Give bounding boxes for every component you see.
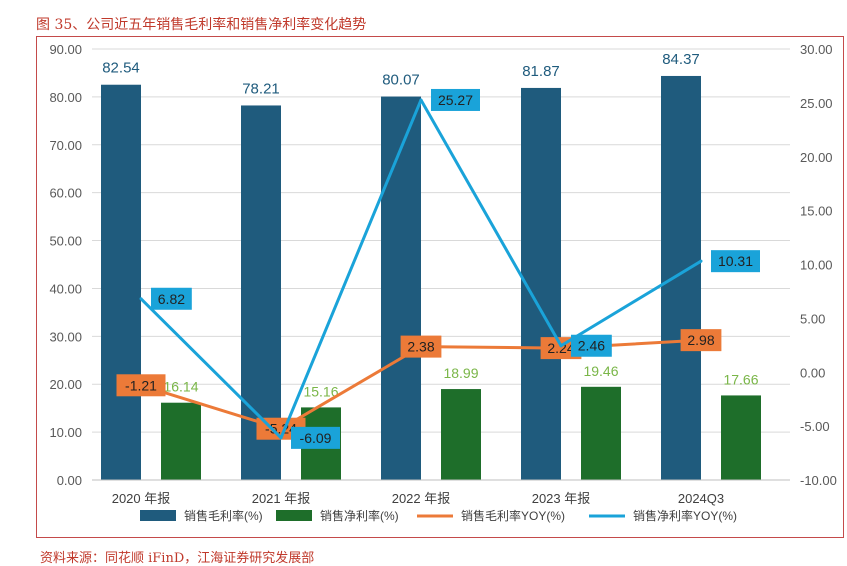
label-text: 6.82: [158, 291, 185, 307]
bar-series: 82.54 16.14 78.21 15.16 80.07 18.99 81.87 19.46…: [101, 51, 761, 481]
right-tick-label: 30.00: [800, 42, 833, 57]
gross-margin-bar-label: 82.54: [102, 60, 140, 77]
right-tick-label: -5.00: [800, 419, 830, 434]
net-margin-yoy-label: 6.82: [151, 287, 192, 310]
legend-item: 销售净利率(%): [276, 508, 399, 523]
label-text: 2.38: [407, 339, 434, 355]
label-box: [711, 250, 760, 273]
legend: 销售毛利率(%) 销售净利率(%) 销售毛利率YOY(%) 销售净利率YOY(%): [140, 508, 737, 523]
left-tick-label: 40.00: [49, 281, 82, 296]
label-text: -1.21: [125, 377, 157, 393]
left-tick-label: 60.00: [49, 186, 82, 201]
net-margin-bar-label: 19.46: [583, 363, 618, 379]
net-margin-yoy-label: 25.27: [431, 88, 480, 111]
chart-title: 图 35、公司近五年销售毛利率和销售净利率变化趋势: [36, 17, 367, 33]
gross-margin-bar: [661, 75, 701, 481]
legend-label: 销售净利率(%): [320, 508, 399, 523]
left-tick-label: 70.00: [49, 138, 82, 153]
net-margin-yoy-label: 2.46: [571, 334, 612, 357]
x-axis: 2020 年报 2021 年报 2022 年报 2023 年报 2024Q3: [92, 479, 790, 506]
legend-label: 销售净利率YOY(%): [633, 508, 737, 523]
left-tick-label: 50.00: [49, 234, 82, 249]
x-tick-label: 2022 年报: [392, 491, 451, 506]
net-margin-bar: [581, 386, 621, 480]
legend-label: 销售毛利率YOY(%): [461, 508, 565, 523]
gross-margin-yoy-label: 2.38: [400, 335, 442, 358]
net-margin-bar-label: 16.14: [163, 379, 198, 395]
label-text: 2.98: [687, 332, 714, 348]
gross-margin-bar-label: 80.07: [382, 72, 420, 89]
gross-margin-bar: [101, 84, 141, 481]
legend-item: 销售毛利率(%): [140, 508, 263, 523]
line-series: -1.21 -5.24 2.38 2.24 2.98 6.82 -6.09 25.27 2.46…: [116, 88, 760, 449]
x-tick-label: 2020 年报: [112, 491, 171, 506]
gross-margin-bar: [521, 87, 561, 481]
label-box: [116, 374, 166, 397]
left-tick-label: 30.00: [49, 329, 82, 344]
net-margin-yoy-point: [139, 297, 143, 301]
net-margin-bar: [161, 402, 201, 480]
right-tick-label: 25.00: [800, 96, 833, 111]
right-tick-label: 10.00: [800, 258, 833, 273]
label-text: 10.31: [718, 253, 753, 269]
net-margin-bar: [441, 389, 481, 480]
x-tick-label: 2021 年报: [252, 491, 311, 506]
left-axis: 0.00 10.00 20.00 30.00 40.00 50.00 60.00 70.00 8…: [49, 42, 82, 488]
net-margin-yoy-point: [419, 98, 423, 102]
right-tick-label: 15.00: [800, 204, 833, 219]
gross-margin-yoy-label: 2.98: [680, 329, 722, 352]
left-tick-label: 90.00: [49, 42, 82, 57]
left-tick-label: 10.00: [49, 425, 82, 440]
legend-label: 销售毛利率(%): [184, 508, 263, 523]
net-margin-yoy-label: 10.31: [711, 250, 760, 273]
gross-margin-bar-label: 78.21: [242, 80, 280, 97]
label-box: [151, 287, 192, 310]
label-text: 2.46: [578, 338, 605, 354]
legend-swatch: [276, 510, 312, 521]
gross-margin-bar: [381, 96, 421, 481]
label-box: [400, 335, 442, 358]
right-tick-label: -10.00: [800, 473, 837, 488]
label-text: 2.24: [547, 340, 574, 356]
net-margin-yoy-point: [559, 344, 563, 348]
gross-margin-bar-label: 81.87: [522, 63, 560, 80]
right-tick-label: 0.00: [800, 365, 825, 380]
chart-frame: [36, 36, 844, 538]
net-margin-bar-label: 18.99: [443, 365, 478, 381]
right-tick-label: 5.00: [800, 311, 825, 326]
net-margin-bar: [721, 395, 761, 480]
x-tick-label: 2024Q3: [678, 491, 724, 506]
net-margin-bar-label: 15.16: [303, 383, 338, 399]
left-tick-label: 20.00: [49, 377, 82, 392]
legend-item: 销售净利率YOY(%): [589, 508, 737, 523]
legend-item: 销售毛利率YOY(%): [417, 508, 565, 523]
gross-margin-bar-label: 84.37: [662, 51, 700, 68]
x-tick-label: 2023 年报: [532, 491, 591, 506]
legend-swatch: [140, 510, 176, 521]
left-tick-label: 80.00: [49, 90, 82, 105]
right-tick-label: 20.00: [800, 150, 833, 165]
label-box: [431, 88, 480, 111]
gross-margin-yoy-label: -1.21: [116, 374, 166, 397]
left-tick-label: 0.00: [57, 473, 82, 488]
net-margin-yoy-point: [699, 259, 703, 263]
net-margin-yoy-label: -6.09: [291, 426, 340, 449]
net-margin-yoy-point: [279, 436, 283, 440]
source-note: 资料来源：同花顺 iFinD，江海证券研究发展部: [40, 551, 315, 566]
label-box: [680, 329, 722, 352]
right-axis: -10.00 -5.00 0.00 5.00 10.00 15.00 20.00 25.00 3…: [800, 42, 837, 488]
label-box: [571, 334, 612, 357]
net-margin-bar-label: 17.66: [723, 371, 758, 387]
label-text: -5.24: [265, 421, 297, 437]
label-text: 25.27: [438, 92, 473, 108]
label-text: -6.09: [300, 430, 332, 446]
label-box: [291, 426, 340, 449]
